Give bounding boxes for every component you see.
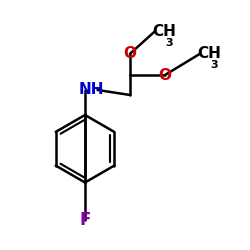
- Text: 3: 3: [165, 38, 172, 48]
- Text: O: O: [158, 68, 172, 82]
- Text: O: O: [124, 46, 136, 61]
- Text: CH: CH: [198, 46, 222, 61]
- Text: CH: CH: [152, 24, 176, 39]
- Text: 3: 3: [210, 60, 218, 70]
- Text: NH: NH: [78, 82, 104, 98]
- Text: F: F: [79, 211, 91, 229]
